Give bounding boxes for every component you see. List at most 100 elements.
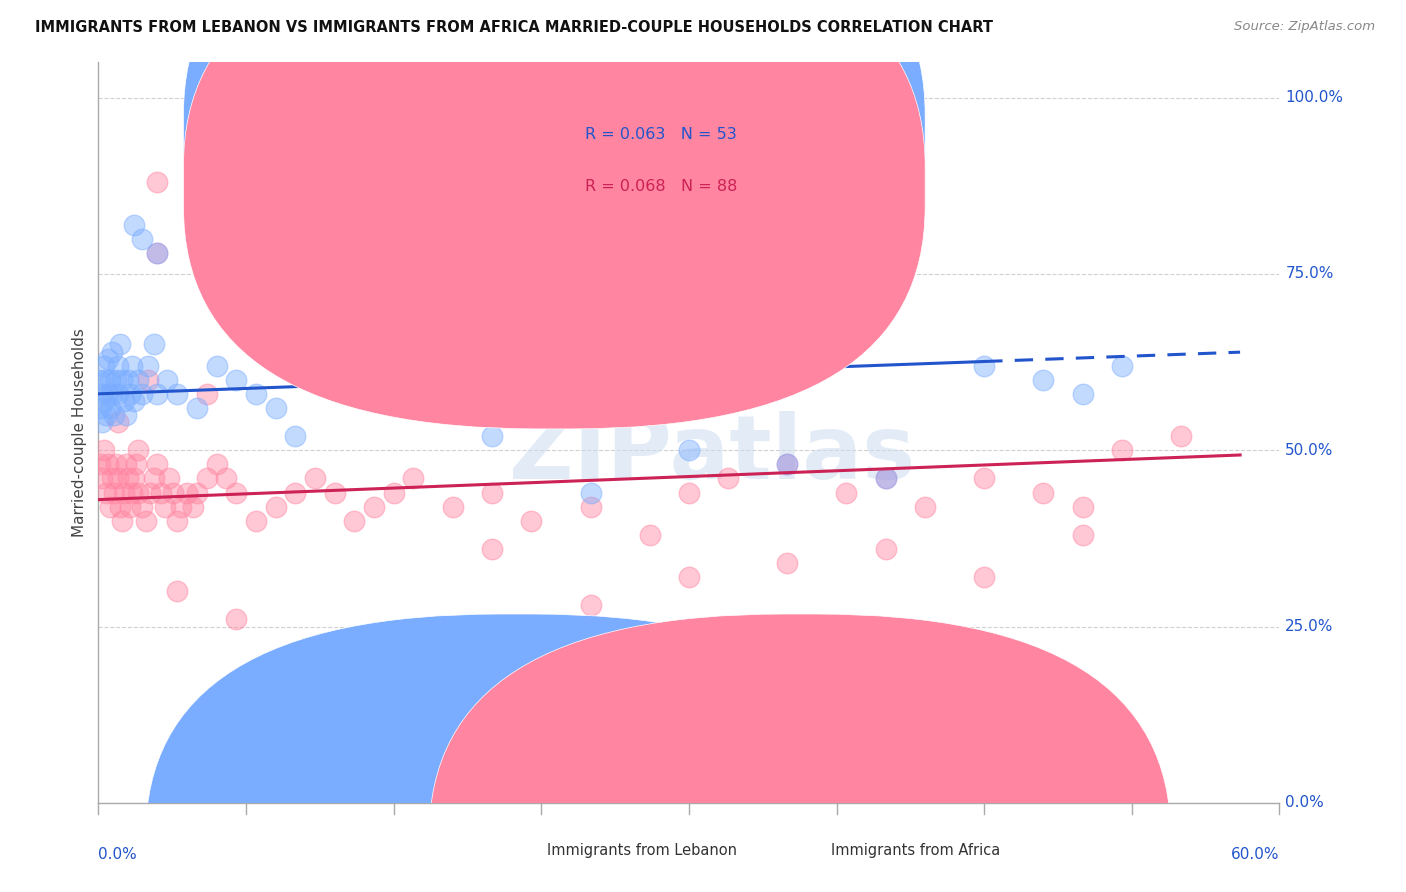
- Point: [402, 471, 425, 485]
- Point: [678, 485, 700, 500]
- Point: [146, 245, 169, 260]
- Point: [166, 584, 188, 599]
- Point: [93, 393, 115, 408]
- Point: [118, 500, 141, 514]
- Point: [101, 471, 124, 485]
- Point: [107, 359, 129, 373]
- Point: [98, 401, 121, 415]
- Point: [96, 373, 118, 387]
- Point: [96, 485, 118, 500]
- Point: [105, 373, 128, 387]
- Point: [579, 500, 602, 514]
- Point: [215, 471, 238, 485]
- Point: [363, 500, 385, 514]
- Point: [96, 408, 118, 422]
- Text: 0.0%: 0.0%: [1285, 796, 1324, 810]
- Point: [112, 393, 135, 408]
- Point: [91, 471, 114, 485]
- Point: [776, 458, 799, 472]
- Text: Immigrants from Africa: Immigrants from Africa: [831, 843, 1000, 858]
- Point: [122, 218, 145, 232]
- Point: [245, 387, 267, 401]
- Point: [97, 458, 120, 472]
- Point: [875, 471, 897, 485]
- Point: [1071, 528, 1094, 542]
- FancyBboxPatch shape: [429, 614, 1171, 892]
- Point: [108, 500, 131, 514]
- Point: [186, 232, 208, 246]
- Point: [579, 697, 602, 711]
- Point: [89, 401, 111, 415]
- Point: [97, 387, 120, 401]
- Point: [1032, 373, 1054, 387]
- Point: [1111, 359, 1133, 373]
- Point: [117, 471, 139, 485]
- Point: [205, 161, 228, 176]
- Point: [89, 458, 111, 472]
- Point: [284, 429, 307, 443]
- Point: [1170, 429, 1192, 443]
- Point: [186, 401, 208, 415]
- Text: 75.0%: 75.0%: [1285, 267, 1334, 282]
- Point: [98, 500, 121, 514]
- Point: [973, 471, 995, 485]
- Point: [264, 500, 287, 514]
- Point: [157, 471, 180, 485]
- Point: [117, 373, 139, 387]
- Point: [103, 485, 125, 500]
- Point: [142, 337, 165, 351]
- Text: IMMIGRANTS FROM LEBANON VS IMMIGRANTS FROM AFRICA MARRIED-COUPLE HOUSEHOLDS CORR: IMMIGRANTS FROM LEBANON VS IMMIGRANTS FR…: [35, 20, 993, 35]
- Point: [131, 500, 153, 514]
- Point: [678, 570, 700, 584]
- Point: [225, 612, 247, 626]
- Point: [155, 500, 177, 514]
- Point: [245, 288, 267, 302]
- FancyBboxPatch shape: [146, 614, 887, 892]
- Point: [101, 387, 124, 401]
- Point: [122, 471, 145, 485]
- Point: [264, 401, 287, 415]
- Point: [93, 359, 115, 373]
- Point: [284, 147, 307, 161]
- Point: [127, 485, 149, 500]
- Point: [108, 337, 131, 351]
- Point: [103, 408, 125, 422]
- Point: [973, 359, 995, 373]
- Point: [579, 599, 602, 613]
- Point: [136, 373, 159, 387]
- Point: [973, 711, 995, 725]
- Point: [122, 393, 145, 408]
- Point: [97, 351, 120, 366]
- Point: [382, 373, 405, 387]
- Point: [520, 514, 543, 528]
- Text: 60.0%: 60.0%: [1232, 847, 1279, 863]
- Point: [115, 458, 138, 472]
- Text: 0.0%: 0.0%: [98, 847, 138, 863]
- Y-axis label: Married-couple Households: Married-couple Households: [72, 328, 87, 537]
- Point: [776, 725, 799, 739]
- Point: [382, 485, 405, 500]
- Point: [131, 232, 153, 246]
- Point: [186, 485, 208, 500]
- Point: [136, 359, 159, 373]
- Point: [914, 500, 936, 514]
- Point: [481, 541, 503, 556]
- Point: [205, 458, 228, 472]
- Point: [166, 514, 188, 528]
- Point: [176, 485, 198, 500]
- Point: [91, 415, 114, 429]
- Point: [195, 471, 218, 485]
- Point: [89, 373, 111, 387]
- Text: Source: ZipAtlas.com: Source: ZipAtlas.com: [1234, 20, 1375, 33]
- Point: [146, 245, 169, 260]
- Point: [1111, 443, 1133, 458]
- Point: [323, 316, 346, 330]
- Point: [225, 485, 247, 500]
- Point: [93, 443, 115, 458]
- Point: [304, 471, 326, 485]
- Text: R = 0.063   N = 53: R = 0.063 N = 53: [585, 128, 737, 143]
- Point: [146, 458, 169, 472]
- Point: [125, 458, 148, 472]
- Point: [638, 528, 661, 542]
- Point: [245, 514, 267, 528]
